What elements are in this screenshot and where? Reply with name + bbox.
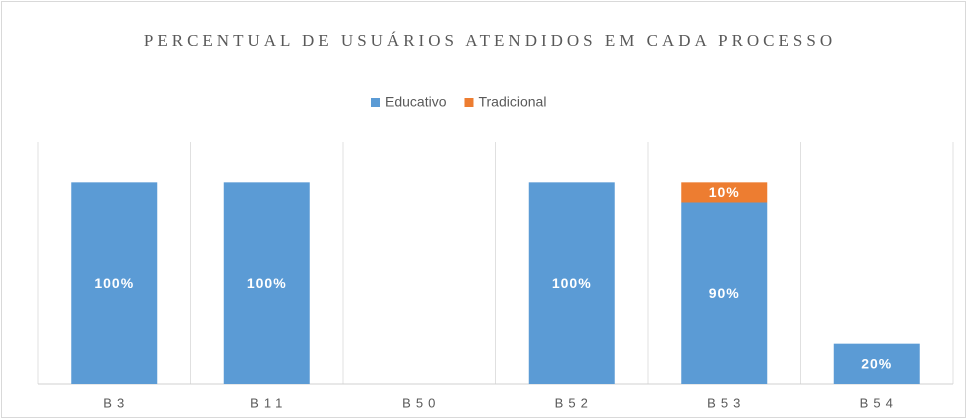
x-tick-label: B53 [707,395,745,410]
x-tick-label: B11 [250,395,287,410]
x-tick-label: B50 [402,395,440,410]
bar-segment [528,182,615,384]
data-label: 100% [552,275,592,291]
bar-segment [833,343,920,384]
chart-title: PERCENTUAL DE USUÁRIOS ATENDIDOS EM CADA… [143,31,837,50]
bar-segment [681,202,768,384]
bar-segment [71,182,158,384]
data-label: 90% [709,285,740,301]
legend-swatch [371,98,380,107]
data-label: 100% [94,275,134,291]
x-tick-label: B54 [860,395,898,410]
data-label: 100% [247,275,287,291]
bar-segment [681,182,768,203]
data-label: 10% [709,184,740,200]
x-tick-label: B3 [103,395,129,410]
data-label: 20% [861,356,892,372]
legend-swatch [464,98,474,107]
x-tick-label: B52 [555,395,593,410]
legend-label: Educativo [385,94,447,110]
bar-segment [223,182,310,384]
legend-label: Tradicional [478,94,546,110]
